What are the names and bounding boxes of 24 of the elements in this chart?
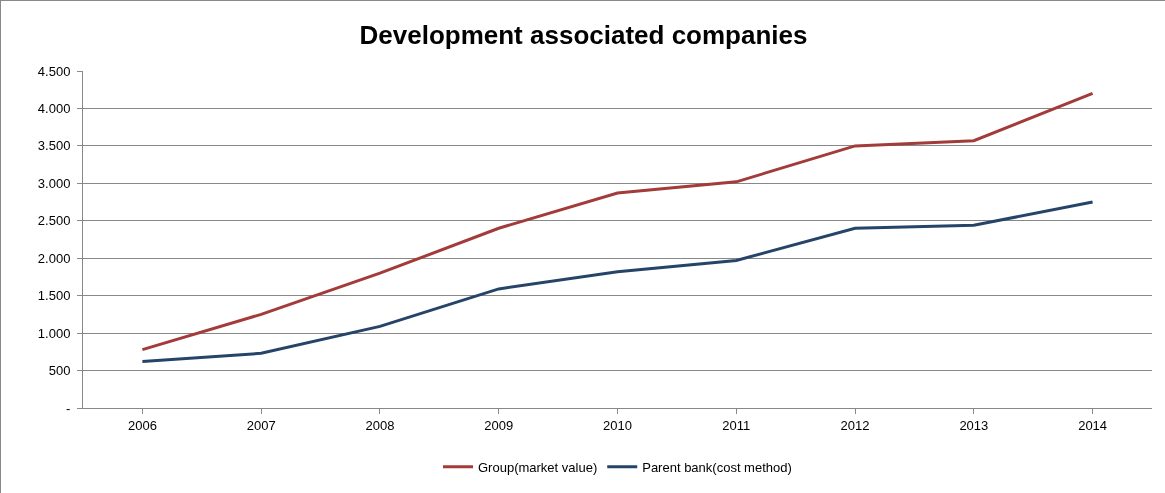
x-tick-label: 2009: [484, 417, 514, 433]
x-tick-label: 2010: [603, 417, 632, 433]
y-tick-label: 2.000: [37, 250, 71, 266]
y-tick-label: 3.000: [37, 175, 71, 191]
legend-label: Group(market value): [478, 459, 598, 475]
y-tick-label: 1.500: [37, 288, 71, 304]
line-series: [140, 200, 1095, 364]
y-tick-label: 2.500: [37, 213, 71, 229]
x-tick-label: 2007: [246, 417, 276, 433]
x-tick-label: 2013: [959, 417, 989, 433]
y-tick-label: 3.500: [37, 138, 71, 154]
y-tick-label: 4.000: [37, 100, 71, 116]
line-series: [140, 91, 1095, 352]
legend-label: Parent bank(cost method): [642, 459, 792, 475]
chart-title: Development associated companies: [359, 19, 808, 50]
x-tick-label: 2008: [365, 417, 395, 433]
y-tick-label: -: [66, 400, 71, 416]
x-tick-label: 2011: [722, 417, 751, 433]
y-tick-label: 1.000: [37, 325, 71, 341]
y-tick-label: 4.500: [37, 63, 71, 79]
x-tick-label: 2014: [1078, 417, 1108, 433]
y-tick-label: 500: [48, 363, 71, 379]
x-tick-label: 2006: [127, 417, 157, 433]
x-tick-label: 2012: [840, 417, 870, 433]
